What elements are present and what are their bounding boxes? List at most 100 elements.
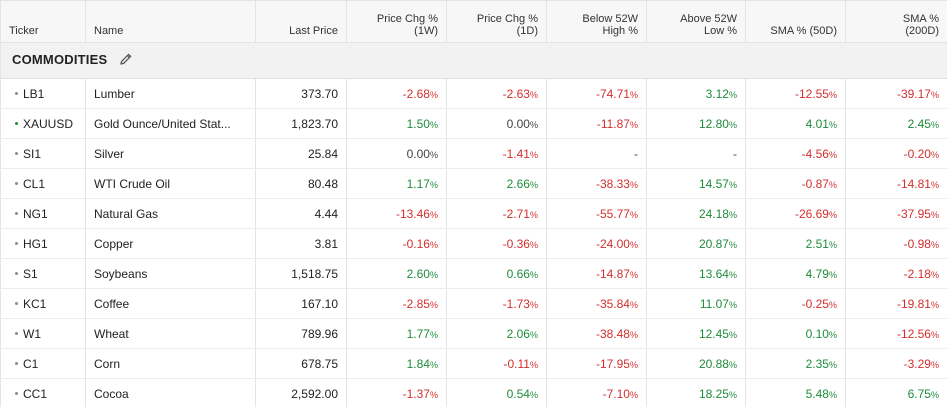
- value: 2.51: [805, 236, 829, 251]
- value: 0.10: [805, 326, 829, 341]
- percent-sign: %: [629, 209, 638, 220]
- value: 1.17: [406, 176, 430, 191]
- column-header-below-52w-high[interactable]: Below 52W High %: [546, 0, 647, 43]
- cell-ticker[interactable]: W1: [0, 318, 86, 349]
- percent-sign: %: [629, 269, 638, 280]
- table-row[interactable]: W1 Wheat 789.96 1.77% 2.06% -38.48% 12.45% 0.10…: [0, 318, 947, 349]
- cell-ticker[interactable]: LB1: [0, 78, 86, 109]
- cell-ticker[interactable]: CL1: [0, 168, 86, 199]
- table-row[interactable]: CL1 WTI Crude Oil 80.48 1.17% 2.66% -38.33% 14…: [0, 168, 947, 199]
- percent-sign: %: [930, 119, 939, 130]
- status-dot-icon: [15, 211, 18, 215]
- percent-sign: %: [728, 269, 737, 280]
- value: -13.46: [395, 206, 430, 221]
- cell-price-chg-1w: -13.46%: [346, 198, 447, 229]
- cell-price-chg-1w: -2.68%: [346, 78, 447, 109]
- percent-sign: %: [728, 299, 737, 310]
- table-row[interactable]: NG1 Natural Gas 4.44 -13.46% -2.71% -55.77% 24…: [0, 198, 947, 229]
- cell-sma-50d: 4.79%: [745, 258, 846, 289]
- cell-price-chg-1d: -2.71%: [446, 198, 547, 229]
- cell-price-chg-1d: 2.66%: [446, 168, 547, 199]
- cell-sma-50d: -12.55%: [745, 78, 846, 109]
- percent-sign: %: [429, 389, 438, 400]
- cell-price-chg-1d: -1.41%: [446, 138, 547, 169]
- cell-price-chg-1w: 1.77%: [346, 318, 447, 349]
- ticker-symbol: LB1: [23, 86, 45, 101]
- percent-sign: %: [828, 209, 837, 220]
- cell-last-price: 678.75: [255, 348, 347, 379]
- value: 6.75: [907, 386, 931, 401]
- column-header-ticker[interactable]: Ticker: [0, 0, 86, 43]
- section-header-commodities: COMMODITIES: [0, 42, 947, 79]
- value: 14.57: [698, 176, 729, 191]
- cell-name: Silver: [85, 138, 256, 169]
- percent-sign: %: [429, 269, 438, 280]
- cell-above-52w-low: 13.64%: [646, 258, 746, 289]
- pencil-icon[interactable]: [119, 52, 133, 69]
- value: -39.17: [896, 86, 931, 101]
- table-row[interactable]: S1 Soybeans 1,518.75 2.60% 0.66% -14.87% 13.64…: [0, 258, 947, 289]
- cell-sma-200d: -12.56%: [845, 318, 947, 349]
- table-row[interactable]: SI1 Silver 25.84 0.00% -1.41% - - -4.56% -0.20%: [0, 138, 947, 169]
- percent-sign: %: [728, 89, 737, 100]
- table-row[interactable]: C1 Corn 678.75 1.84% -0.11% -17.95% 20.88% 2.35…: [0, 348, 947, 379]
- cell-sma-50d: 2.35%: [745, 348, 846, 379]
- column-header-sma-200d[interactable]: SMA % (200D): [845, 0, 947, 43]
- cell-name: Wheat: [85, 318, 256, 349]
- status-dot-icon: [15, 391, 18, 395]
- cell-name: Copper: [85, 228, 256, 259]
- cell-last-price: 1,823.70: [255, 108, 347, 139]
- ticker-symbol: KC1: [23, 296, 47, 311]
- cell-ticker[interactable]: C1: [0, 348, 86, 379]
- table-row[interactable]: CC1 Cocoa 2,592.00 -1.37% 0.54% -7.10% 18.25% 5…: [0, 378, 947, 407]
- cell-ticker[interactable]: XAUUSD: [0, 108, 86, 139]
- percent-sign: %: [728, 119, 737, 130]
- cell-price-chg-1w: -2.85%: [346, 288, 447, 319]
- percent-sign: %: [529, 179, 538, 190]
- value: -1.37: [402, 386, 430, 401]
- column-header-sma-50d[interactable]: SMA % (50D): [745, 0, 846, 43]
- cell-below-52w-high: -74.71%: [546, 78, 647, 109]
- table-row[interactable]: KC1 Coffee 167.10 -2.85% -1.73% -35.84% 11.07%…: [0, 288, 947, 319]
- cell-sma-50d: 0.10%: [745, 318, 846, 349]
- column-header-above-52w-low[interactable]: Above 52W Low %: [646, 0, 746, 43]
- value: 2.35: [805, 356, 829, 371]
- cell-ticker[interactable]: CC1: [0, 378, 86, 407]
- value: 12.80: [698, 116, 729, 131]
- table-row[interactable]: HG1 Copper 3.81 -0.16% -0.36% -24.00% 20.87% 2.…: [0, 228, 947, 259]
- cell-ticker[interactable]: S1: [0, 258, 86, 289]
- cell-name: Coffee: [85, 288, 256, 319]
- cell-above-52w-low: 12.80%: [646, 108, 746, 139]
- percent-sign: %: [529, 239, 538, 250]
- value: 2.45: [907, 116, 931, 131]
- percent-sign: %: [828, 119, 837, 130]
- cell-ticker[interactable]: KC1: [0, 288, 86, 319]
- column-header-last-price[interactable]: Last Price: [255, 0, 347, 43]
- cell-below-52w-high: -17.95%: [546, 348, 647, 379]
- percent-sign: %: [529, 269, 538, 280]
- table-row[interactable]: LB1 Lumber 373.70 -2.68% -2.63% -74.71% 3.12% -…: [0, 78, 947, 109]
- column-header-price-chg-1w[interactable]: Price Chg % (1W): [346, 0, 447, 43]
- percent-sign: %: [629, 89, 638, 100]
- cell-ticker[interactable]: SI1: [0, 138, 86, 169]
- column-header-name[interactable]: Name: [85, 0, 256, 43]
- value: 11.07: [699, 296, 729, 311]
- percent-sign: %: [930, 239, 939, 250]
- percent-sign: %: [930, 329, 939, 340]
- percent-sign: %: [529, 89, 538, 100]
- cell-last-price: 373.70: [255, 78, 347, 109]
- cell-sma-50d: -26.69%: [745, 198, 846, 229]
- ticker-symbol: CC1: [23, 386, 48, 401]
- cell-sma-200d: -39.17%: [845, 78, 947, 109]
- percent-sign: %: [429, 299, 438, 310]
- cell-sma-200d: -0.98%: [845, 228, 947, 259]
- cell-ticker[interactable]: NG1: [0, 198, 86, 229]
- value: 1.50: [406, 116, 430, 131]
- column-header-price-chg-1d[interactable]: Price Chg % (1D): [446, 0, 547, 43]
- cell-ticker[interactable]: HG1: [0, 228, 86, 259]
- percent-sign: %: [930, 269, 939, 280]
- percent-sign: %: [629, 359, 638, 370]
- table-row[interactable]: XAUUSD Gold Ounce/United Stat... 1,823.70 1…: [0, 108, 947, 139]
- cell-below-52w-high: -55.77%: [546, 198, 647, 229]
- cell-above-52w-low: 12.45%: [646, 318, 746, 349]
